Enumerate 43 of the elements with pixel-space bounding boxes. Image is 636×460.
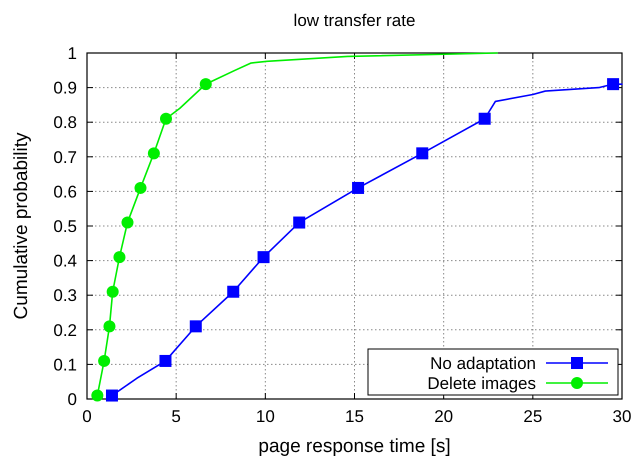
chart-title: low transfer rate — [294, 11, 416, 30]
y-tick-label: 0.4 — [53, 252, 77, 271]
y-tick-label: 0.2 — [53, 320, 77, 340]
point — [113, 251, 126, 264]
x-tick-label: 0 — [82, 407, 92, 426]
point — [98, 354, 110, 367]
x-tick-label: 30 — [612, 407, 632, 426]
x-tick-label: 5 — [171, 407, 181, 426]
y-tick-label: 0.6 — [53, 182, 77, 202]
x-tick-label: 15 — [345, 407, 364, 426]
point — [121, 216, 134, 229]
point — [159, 354, 172, 367]
point — [160, 112, 172, 125]
point — [352, 182, 364, 194]
x-tick-label: 20 — [434, 407, 454, 426]
y-axis-title: Cumulative probability — [11, 132, 32, 320]
point — [200, 78, 212, 90]
point — [106, 286, 119, 298]
x-tick-label: 25 — [523, 407, 542, 426]
point — [106, 390, 118, 402]
point — [227, 286, 240, 298]
point — [148, 147, 160, 160]
legend-label: Delete images — [427, 374, 536, 393]
point — [416, 147, 428, 160]
point — [258, 251, 270, 264]
point — [103, 320, 116, 332]
x-axis-title: page response time [s] — [258, 436, 451, 457]
y-tick-label: 0.5 — [53, 217, 77, 236]
y-tick-label: 1 — [68, 44, 77, 63]
x-tick-label: 10 — [256, 407, 275, 426]
y-tick-label: 0.1 — [53, 355, 77, 374]
y-tick-label: 0.8 — [53, 113, 77, 132]
point — [607, 78, 620, 90]
y-tick-label: 0 — [68, 390, 77, 409]
y-tick-label: 0.9 — [53, 78, 77, 98]
legend-label: No adaptation — [430, 354, 536, 373]
point — [293, 216, 306, 229]
point — [190, 320, 202, 332]
point — [91, 390, 104, 402]
y-tick-label: 0.7 — [53, 148, 77, 167]
point — [478, 112, 491, 125]
point — [134, 182, 146, 194]
y-tick-label: 0.3 — [53, 286, 77, 306]
